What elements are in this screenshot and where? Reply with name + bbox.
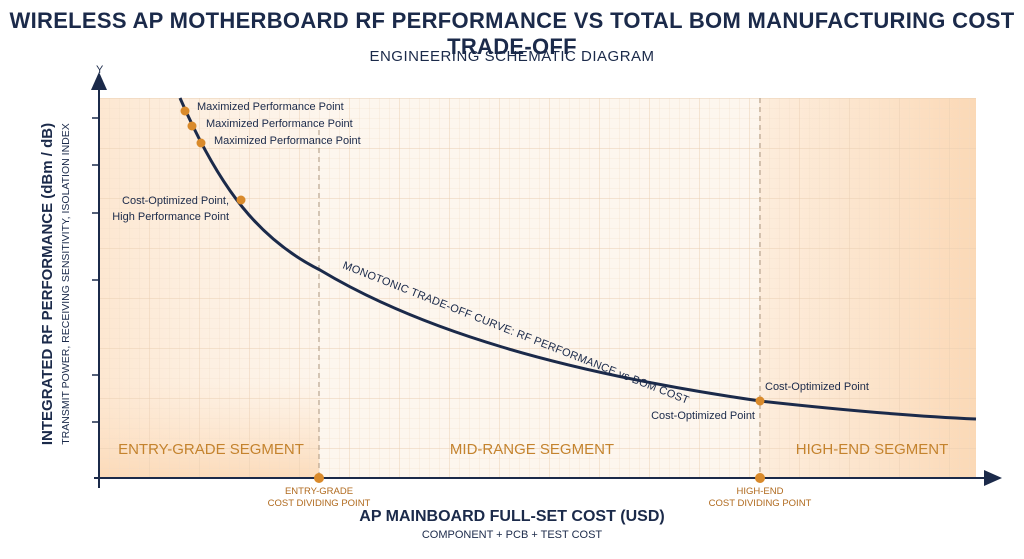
diagram-subtitle: ENGINEERING SCHEMATIC DIAGRAM <box>369 48 655 65</box>
high-divider-label-line1: HIGH-END <box>737 486 784 497</box>
high-divider-marker <box>755 473 765 483</box>
cost-optimized-marker <box>755 396 765 406</box>
entry-divider-label-line1: ENTRY-GRADE <box>285 486 353 497</box>
y-ticks <box>92 117 99 423</box>
high-segment-label: HIGH-END SEGMENT <box>796 441 949 458</box>
mid-segment-label: MID-RANGE SEGMENT <box>450 441 614 458</box>
high-divider-label-line2: COST DIVIDING POINT <box>709 498 812 509</box>
y-axis-sublabel: TRANSMIT POWER, RECEIVING SENSITIVITY, I… <box>60 123 72 444</box>
cost-optimized-high-perf-marker <box>236 195 246 205</box>
max-performance-label-3: Maximized Performance Point <box>214 135 361 147</box>
entry-divider-label-line2: COST DIVIDING POINT <box>268 498 371 509</box>
x-axis-sublabel: COMPONENT + PCB + TEST COST <box>421 529 603 541</box>
max-performance-label-2: Maximized Performance Point <box>206 118 353 130</box>
cost-optimized-label-b: Cost-Optimized Point <box>651 410 755 422</box>
cost-optimized-label-a: Cost-Optimized Point <box>765 381 869 393</box>
y-axis-symbol: Y <box>96 64 104 76</box>
x-axis-label: AP MAINBOARD FULL-SET COST (USD) <box>359 508 665 525</box>
diagram-title: WIRELESS AP MOTHERBOARD RF PERFORMANCE V… <box>9 8 1015 59</box>
tradeoff-curve <box>178 97 977 421</box>
max-performance-marker-3 <box>196 138 206 148</box>
max-performance-marker-2 <box>187 121 197 131</box>
entry-segment-label: ENTRY-GRADE SEGMENT <box>118 441 304 458</box>
major-grid <box>99 98 976 478</box>
max-performance-marker-1 <box>180 106 190 116</box>
y-axis-label: INTEGRATED RF PERFORMANCE (dBm / dB) <box>39 123 56 445</box>
max-performance-label-1: Maximized Performance Point <box>197 101 344 113</box>
entry-divider-marker <box>314 473 324 483</box>
cost-optimized-high-perf-label-2: High Performance Point <box>112 211 229 223</box>
cost-optimized-high-perf-label-1: Cost-Optimized Point, <box>122 195 229 207</box>
